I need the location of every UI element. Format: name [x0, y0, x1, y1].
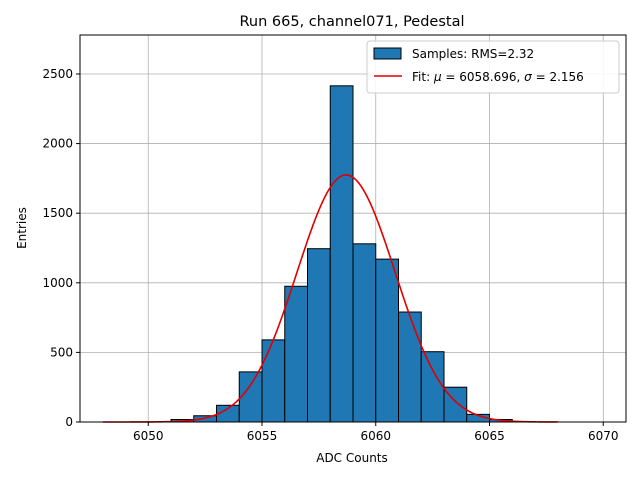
plot-frame	[79, 34, 627, 423]
legend-box	[366, 40, 620, 94]
x-axis-label: ADC Counts	[316, 451, 388, 465]
histogram-bar	[284, 285, 308, 423]
y-tick-label: 2000	[42, 137, 73, 151]
x-axis: 6050 6055 6060 6065 6070	[133, 422, 619, 443]
y-tick-label: 0	[65, 415, 73, 429]
y-tick-label: 1000	[42, 276, 73, 290]
y-axis: 0 500 1000 1500 2000 2500	[42, 67, 80, 429]
histogram-bar	[375, 258, 399, 423]
y-axis-label: Entries	[15, 207, 29, 249]
chart-title: Run 665, channel071, Pedestal	[239, 14, 464, 30]
histogram-bar	[398, 311, 422, 423]
histogram-bars	[170, 85, 513, 423]
histogram-bar	[238, 371, 263, 423]
legend: Samples: RMS=2.32 Fit: μ = 6058.696, σ =…	[366, 40, 620, 94]
legend-fit-label: Fit: μ = 6058.696, σ = 2.156	[412, 70, 584, 84]
x-tick-label: 6060	[360, 429, 391, 443]
x-tick-label: 6070	[588, 429, 619, 443]
y-tick-label: 500	[50, 345, 73, 359]
x-tick-label: 6055	[247, 429, 278, 443]
x-tick-label: 6065	[474, 429, 505, 443]
y-tick-label: 2500	[42, 67, 73, 81]
histogram-bar	[420, 351, 445, 423]
legend-samples-swatch	[373, 47, 402, 60]
legend-samples-label: Samples: RMS=2.32	[412, 47, 534, 61]
x-tick-label: 6050	[133, 429, 164, 443]
histogram-bar	[261, 339, 286, 423]
histogram-bar	[307, 248, 331, 423]
fit-curve-layer	[102, 174, 558, 423]
histogram-bar	[352, 243, 377, 423]
gaussian-fit-curve	[102, 174, 558, 423]
histogram-bar	[329, 85, 354, 423]
y-tick-label: 1500	[42, 206, 73, 220]
